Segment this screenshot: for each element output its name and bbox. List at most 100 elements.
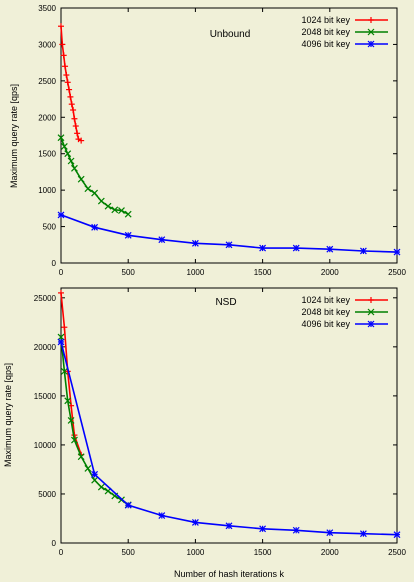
y-axis-label: Maximum query rate [qps] bbox=[3, 363, 13, 467]
data-point bbox=[60, 143, 68, 150]
legend-label: 1024 bit key bbox=[301, 295, 350, 305]
data-point bbox=[259, 244, 267, 252]
legend-marker bbox=[367, 308, 375, 316]
data-point bbox=[60, 367, 68, 375]
data-point bbox=[158, 236, 166, 244]
data-point bbox=[67, 416, 75, 424]
x-tick-label: 2500 bbox=[388, 548, 406, 557]
data-point bbox=[57, 211, 65, 219]
data-point bbox=[292, 526, 300, 534]
data-point bbox=[97, 197, 105, 205]
data-point bbox=[77, 453, 85, 461]
y-tick-label: 2500 bbox=[38, 77, 56, 86]
data-point bbox=[66, 86, 73, 93]
x-tick-label: 2500 bbox=[388, 268, 406, 277]
legend-label: 2048 bit key bbox=[301, 27, 350, 37]
series-layer bbox=[57, 289, 401, 539]
data-point bbox=[77, 175, 85, 183]
data-point bbox=[58, 23, 64, 30]
x-tick-label: 1000 bbox=[187, 268, 205, 277]
data-point bbox=[59, 41, 66, 48]
legend-marker bbox=[368, 17, 374, 23]
data-point bbox=[326, 529, 334, 537]
legend-marker bbox=[367, 28, 375, 36]
data-point bbox=[118, 207, 125, 214]
y-tick-label: 5000 bbox=[38, 490, 56, 499]
data-point bbox=[74, 130, 81, 137]
legend-marker bbox=[367, 320, 375, 328]
data-point bbox=[61, 324, 68, 331]
x-tick-label: 1500 bbox=[254, 268, 272, 277]
y-tick-label: 2000 bbox=[38, 113, 56, 122]
data-point bbox=[111, 206, 119, 214]
x-tick-label: 0 bbox=[59, 548, 64, 557]
data-point bbox=[91, 470, 99, 478]
x-tick-label: 0 bbox=[59, 268, 64, 277]
x-axis-label: Number of hash iterations k bbox=[174, 569, 285, 579]
legend: 1024 bit key 2048 bit key 4096 bit key bbox=[301, 15, 388, 49]
data-point bbox=[259, 525, 267, 533]
data-point bbox=[326, 245, 334, 253]
data-point bbox=[68, 101, 75, 108]
series-4096-bit bbox=[57, 211, 401, 256]
legend-entry: 2048 bit key bbox=[301, 27, 388, 37]
legend-label: 4096 bit key bbox=[301, 319, 350, 329]
data-point bbox=[393, 248, 401, 256]
data-point bbox=[191, 518, 199, 526]
data-point bbox=[292, 244, 300, 252]
data-point bbox=[71, 436, 78, 444]
data-point bbox=[91, 189, 99, 197]
series-line bbox=[60, 341, 398, 536]
data-point bbox=[91, 223, 99, 231]
y-tick-label: 15000 bbox=[34, 392, 57, 401]
chart-nsd: 0 500 1000 1500 2000 250005000100001500020000… bbox=[3, 287, 406, 579]
chart-unbound: 0 500 1000 1500 2000 2500 0 500 1000 1500 2000 2500… bbox=[9, 4, 406, 277]
data-point bbox=[57, 134, 65, 142]
series-2048-bit bbox=[57, 134, 132, 218]
x-tick-label: 1000 bbox=[187, 548, 205, 557]
x-tick-label: 2000 bbox=[321, 268, 339, 277]
data-point bbox=[91, 476, 99, 484]
data-point bbox=[57, 338, 65, 346]
data-point bbox=[393, 531, 401, 539]
plot-frame bbox=[60, 7, 398, 264]
x-tick-label: 500 bbox=[122, 548, 136, 557]
data-point bbox=[104, 202, 112, 210]
data-point bbox=[57, 333, 65, 341]
y-tick-label: 0 bbox=[52, 259, 57, 268]
series-1024-bit bbox=[58, 23, 85, 144]
data-point bbox=[58, 289, 64, 296]
legend-marker bbox=[368, 297, 374, 303]
data-point bbox=[225, 522, 233, 530]
data-point bbox=[67, 93, 74, 100]
data-point bbox=[64, 150, 72, 158]
legend-label: 1024 bit key bbox=[301, 15, 350, 25]
data-point bbox=[60, 52, 67, 59]
y-tick-label: 1500 bbox=[38, 150, 56, 159]
data-point bbox=[67, 157, 75, 165]
series-layer bbox=[57, 23, 401, 256]
data-point bbox=[64, 397, 72, 405]
data-point bbox=[62, 63, 69, 70]
data-point bbox=[63, 72, 70, 79]
data-point bbox=[84, 465, 92, 472]
chart-title: NSD bbox=[215, 297, 236, 308]
data-point bbox=[359, 530, 367, 538]
y-tick-label: 10000 bbox=[34, 441, 57, 450]
y-tick-label: 25000 bbox=[34, 294, 57, 303]
y-tick-label: 3000 bbox=[38, 40, 56, 49]
x-tick-label: 1500 bbox=[254, 548, 272, 557]
legend-label: 4096 bit key bbox=[301, 39, 350, 49]
data-point bbox=[158, 512, 166, 519]
data-point bbox=[70, 107, 77, 113]
y-tick-label: 20000 bbox=[34, 343, 57, 352]
series-4096-bit bbox=[57, 338, 401, 539]
data-point bbox=[225, 241, 233, 249]
data-point bbox=[72, 123, 79, 130]
legend-marker bbox=[367, 40, 375, 48]
series-line bbox=[60, 137, 129, 215]
data-point bbox=[124, 231, 132, 239]
plot-frame bbox=[60, 287, 398, 544]
legend-entry: 4096 bit key bbox=[301, 319, 388, 329]
